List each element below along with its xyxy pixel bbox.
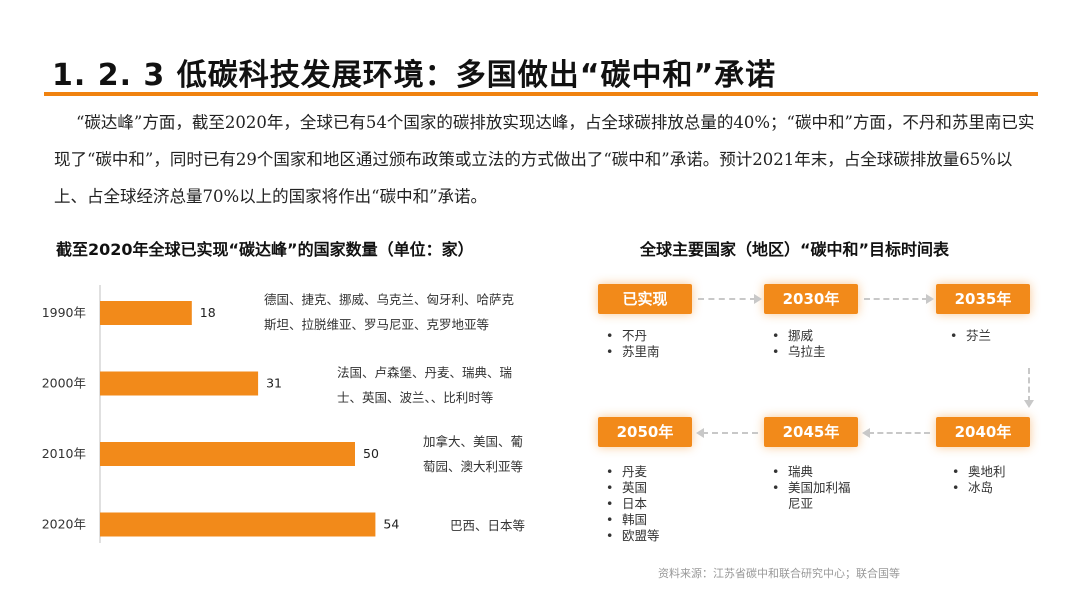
bar	[100, 442, 355, 466]
list-item: 瑞典	[772, 464, 852, 480]
category-label: 2000年	[42, 376, 86, 391]
timeline-list-2045: 瑞典 美国加利福尼亚	[772, 464, 852, 512]
arrow-right-icon	[698, 294, 762, 304]
arrow-left-icon	[862, 428, 930, 438]
title-divider	[44, 92, 1038, 96]
list-item: 不丹	[606, 328, 660, 344]
timeline-box-2030: 2030年	[764, 284, 858, 314]
timeline-list-2035: 芬兰	[950, 328, 991, 344]
timeline-list-achieved: 不丹 苏里南	[606, 328, 660, 360]
bar-annotation-2000: 法国、卢森堡、丹麦、瑞典、瑞士、英国、波兰、、比利时等	[337, 365, 513, 405]
arrow-down-icon	[1024, 368, 1034, 408]
arrow-left-icon	[696, 428, 758, 438]
page-title: 1. 2. 3 低碳科技发展环境：多国做出“碳中和”承诺	[52, 58, 777, 93]
bar-annotation-2020: 巴西、日本等	[450, 518, 526, 533]
source-note: 资料来源：江苏省碳中和联合研究中心；联合国等	[658, 567, 900, 580]
timeline-list-2050: 丹麦 英国 日本 韩国 欧盟等	[606, 464, 660, 544]
timeline-box-achieved: 已实现	[598, 284, 692, 314]
timeline-title: 全球主要国家（地区）“碳中和”目标时间表	[640, 240, 950, 259]
list-item: 英国	[606, 480, 660, 496]
list-item: 奥地利	[952, 464, 1006, 480]
list-item: 韩国	[606, 512, 660, 528]
data-label: 50	[363, 446, 379, 461]
list-item: 丹麦	[606, 464, 660, 480]
intro-paragraph: “碳达峰”方面，截至2020年，全球已有54个国家的碳排放实现达峰，占全球碳排放…	[54, 113, 1035, 206]
chart-title: 截至2020年全球已实现“碳达峰”的国家数量（单位：家）	[56, 240, 474, 259]
list-item: 挪威	[772, 328, 826, 344]
bar	[100, 371, 259, 396]
bar	[100, 301, 192, 325]
data-label: 18	[200, 305, 216, 320]
timeline-box-2045: 2045年	[764, 417, 858, 447]
data-label: 31	[266, 376, 282, 391]
list-item: 美国加利福尼亚	[772, 480, 852, 512]
data-label: 54	[383, 517, 399, 532]
category-label: 2010年	[42, 446, 86, 461]
timeline-box-2040: 2040年	[936, 417, 1030, 447]
list-item: 乌拉圭	[772, 344, 826, 360]
peak-countries-bar-chart: 1990年 18 2000年 31 2010年 50 2020年 54	[42, 285, 399, 543]
list-item: 欧盟等	[606, 528, 660, 544]
list-item: 苏里南	[606, 344, 660, 360]
timeline-box-2035: 2035年	[936, 284, 1030, 314]
bar-annotation-1990: 德国、捷克、挪威、乌克兰、匈牙利、哈萨克斯坦、拉脱维亚、罗马尼亚、克罗地亚等	[264, 292, 515, 332]
timeline-box-2050: 2050年	[598, 417, 692, 447]
list-item: 日本	[606, 496, 660, 512]
bar	[100, 512, 376, 537]
category-label: 2020年	[42, 517, 86, 532]
timeline-list-2040: 奥地利 冰岛	[952, 464, 1006, 496]
arrow-right-icon	[864, 294, 934, 304]
category-label: 1990年	[42, 305, 86, 320]
list-item: 芬兰	[950, 328, 991, 344]
list-item: 冰岛	[952, 480, 1006, 496]
bar-annotation-2010: 加拿大、美国、葡萄园、澳大利亚等	[423, 434, 524, 474]
timeline-list-2030: 挪威 乌拉圭	[772, 328, 826, 360]
